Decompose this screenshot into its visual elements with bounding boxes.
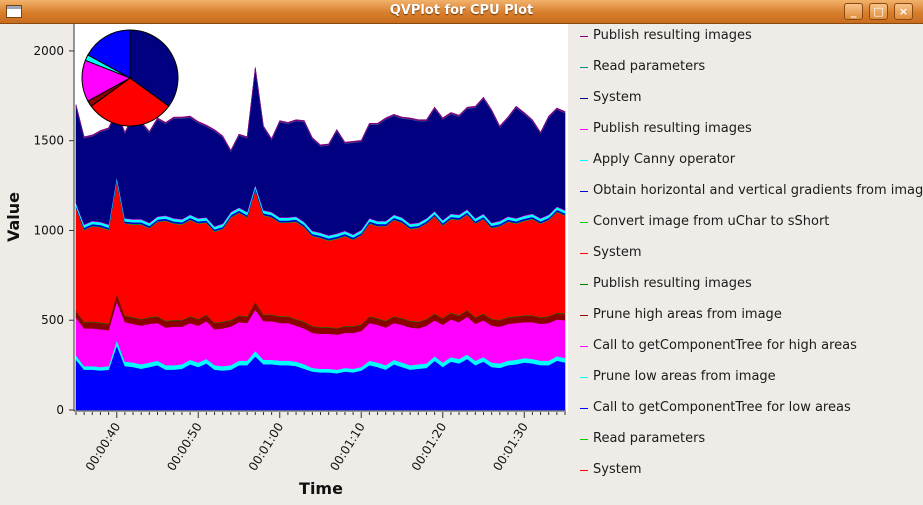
legend-label: Obtain horizontal and vertical gradients… — [593, 183, 923, 198]
y-tick-label: 500 — [41, 313, 64, 327]
y-axis-title: Value — [4, 192, 23, 242]
y-tick-label: 1500 — [33, 134, 64, 148]
x-axis-title: Time — [299, 479, 343, 498]
window-menu-icon[interactable] — [6, 5, 22, 18]
legend-label: System — [593, 245, 642, 260]
legend-label: Publish resulting images — [593, 28, 752, 43]
x-tick-label: 00:00:50 — [164, 420, 204, 473]
stacked-areas — [75, 67, 566, 411]
legend-label: Prune low areas from image — [593, 369, 776, 384]
legend-swatch — [580, 222, 588, 223]
area-series-13 — [75, 67, 566, 152]
cpu-plot: 0 500 1000 1500 2000 00:00:40 00:00:50 00:01:0… — [4, 24, 568, 498]
legend-swatch — [580, 284, 588, 285]
pie-slice-6 — [87, 29, 131, 79]
x-tick-label: 00:00:40 — [83, 420, 123, 473]
y-tick-label: 2000 — [33, 44, 64, 58]
legend-label: Publish resulting images — [593, 276, 752, 291]
legend-label: Prune high areas from image — [593, 307, 782, 322]
legend-swatch — [580, 160, 588, 161]
legend-label: Publish resulting images — [593, 121, 752, 136]
legend-swatch — [580, 315, 588, 316]
legend-swatch — [580, 408, 588, 409]
y-tick-label: 1000 — [33, 223, 64, 237]
legend-swatch — [580, 98, 588, 99]
legend-swatch — [580, 67, 588, 68]
legend-swatch — [580, 191, 588, 192]
legend-swatch — [580, 439, 588, 440]
legend-label: Read parameters — [593, 431, 706, 446]
legend-swatch — [580, 470, 588, 471]
pie-slice-2 — [90, 77, 170, 127]
x-tick-label: 00:01:00 — [246, 420, 286, 473]
pie-chart — [81, 29, 179, 127]
legend-label: Call to getComponentTree for high areas — [593, 338, 857, 353]
y-ticks: 0 500 1000 1500 2000 — [33, 44, 74, 417]
legend-swatch — [580, 377, 588, 378]
legend-swatch — [580, 346, 588, 347]
legend-label: Apply Canny operator — [593, 152, 736, 167]
x-tick-label: 00:01:10 — [327, 420, 367, 473]
legend-label: Call to getComponentTree for low areas — [593, 400, 851, 415]
x-tick-label: 00:01:20 — [409, 420, 449, 473]
x-ticks: 00:00:40 00:00:50 00:01:00 00:01:10 00:01:20… — [75, 412, 566, 473]
title-bar[interactable]: QVPlot for CPU Plot _ □ × — [0, 0, 923, 24]
x-tick-label: 00:01:30 — [490, 420, 530, 473]
close-button[interactable]: × — [894, 3, 913, 20]
window-title: QVPlot for CPU Plot — [389, 3, 534, 18]
legend-label: Convert image from uChar to sShort — [593, 214, 830, 229]
y-tick-label: 0 — [56, 403, 64, 417]
legend-swatch — [580, 253, 588, 254]
maximize-button[interactable]: □ — [869, 3, 888, 20]
legend-label: System — [593, 462, 642, 477]
legend-swatch — [580, 36, 588, 37]
pie-slice-1 — [129, 29, 179, 107]
minimize-button[interactable]: _ — [844, 3, 863, 20]
legend-swatch — [580, 129, 588, 130]
legend-label: Read parameters — [593, 59, 706, 74]
axes — [73, 24, 566, 412]
legend-label: System — [593, 90, 642, 105]
